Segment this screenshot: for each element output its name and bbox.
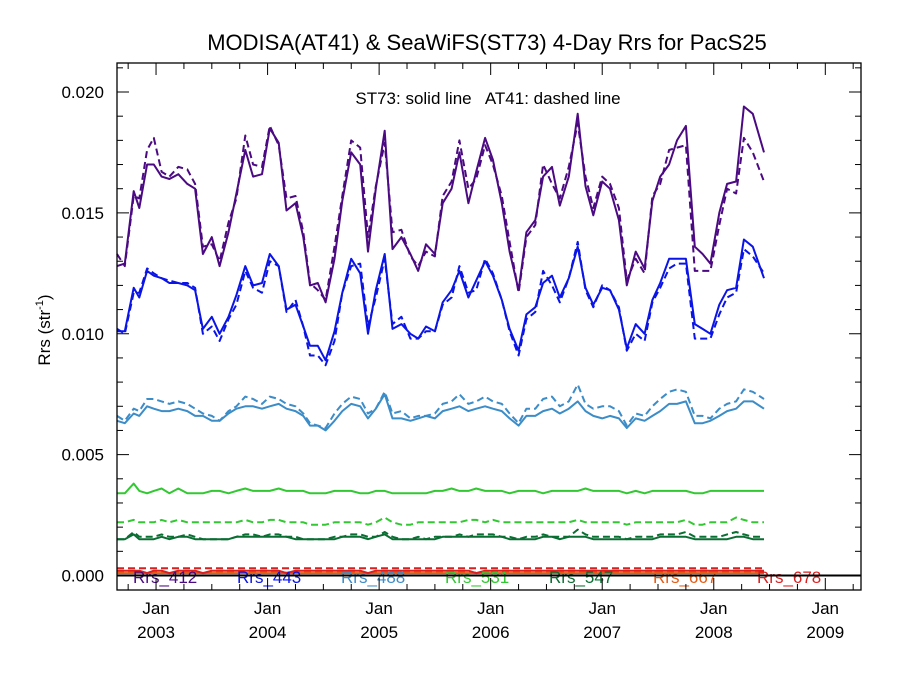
series-line-rrs_547-dashed (117, 528, 764, 541)
series-line-rrs_412-solid (116, 105, 765, 304)
series-layer (116, 105, 765, 575)
series-line-rrs_531-solid (117, 482, 764, 495)
legend-item-rrs_412: Rrs_412 (133, 568, 197, 587)
legend-item-rrs_531: Rrs_531 (445, 568, 509, 587)
series-line-rrs_412-dashed (116, 122, 765, 301)
legend: Rrs_412 Rrs_443 Rrs_488 Rrs_531 Rrs_547 Rrs_6… (133, 568, 821, 587)
y-tick-label: 0.010 (61, 325, 104, 344)
x-tick-label-year: 2005 (360, 623, 398, 642)
y-axis-label-close: ) (35, 294, 54, 300)
line-style-note: ST73: solid line AT41: dashed line (355, 89, 620, 108)
x-tick-label-year: 2006 (472, 623, 510, 642)
x-tick-label-year: 2008 (695, 623, 733, 642)
legend-item-rrs_547: Rrs_547 (549, 568, 613, 587)
x-tick-label-month: Jan (477, 599, 504, 618)
series-line-rrs_531-dashed (117, 516, 764, 526)
x-tick-label-year: 2009 (806, 623, 844, 642)
x-tick-label-year: 2003 (137, 623, 175, 642)
legend-item-rrs_443: Rrs_443 (237, 568, 301, 587)
y-tick-label: 0.020 (61, 83, 104, 102)
series-line-rrs_443-dashed (116, 240, 765, 367)
series-line-rrs_547-solid (117, 533, 764, 541)
x-tick-label-month: Jan (254, 599, 281, 618)
series-line-rrs_443-solid (117, 238, 765, 362)
axes: 0.000 0.005 0.010 0.015 0.020 Jan 2003 Jan 2004 J… (61, 63, 861, 642)
x-tick-label-month: Jan (142, 599, 169, 618)
y-tick-label: 0.000 (61, 566, 104, 585)
x-tick-label-month: Jan (365, 599, 392, 618)
legend-item-rrs_488: Rrs_488 (341, 568, 405, 587)
chart-title: MODISA(AT41) & SeaWiFS(ST73) 4-Day Rrs f… (207, 30, 767, 55)
y-tick-label: 0.005 (61, 446, 104, 465)
y-axis-label: Rrs (str-1) (34, 294, 54, 365)
x-tick-label-month: Jan (589, 599, 616, 618)
series-line-rrs_488-solid (116, 393, 765, 432)
plot-frame (116, 62, 862, 591)
y-tick-label: 0.015 (61, 204, 104, 223)
y-axis-label-text: Rrs (str (35, 310, 54, 366)
legend-item-rrs_667: Rrs_667 (653, 568, 717, 587)
x-tick-label-year: 2007 (583, 623, 621, 642)
x-tick-label-month: Jan (700, 599, 727, 618)
x-tick-label-month: Jan (812, 599, 839, 618)
series-line-rrs_678-solid (117, 569, 764, 575)
y-axis-label-sup: -1 (34, 300, 46, 310)
x-tick-label-year: 2004 (249, 623, 287, 642)
legend-item-rrs_678: Rrs_678 (757, 568, 821, 587)
